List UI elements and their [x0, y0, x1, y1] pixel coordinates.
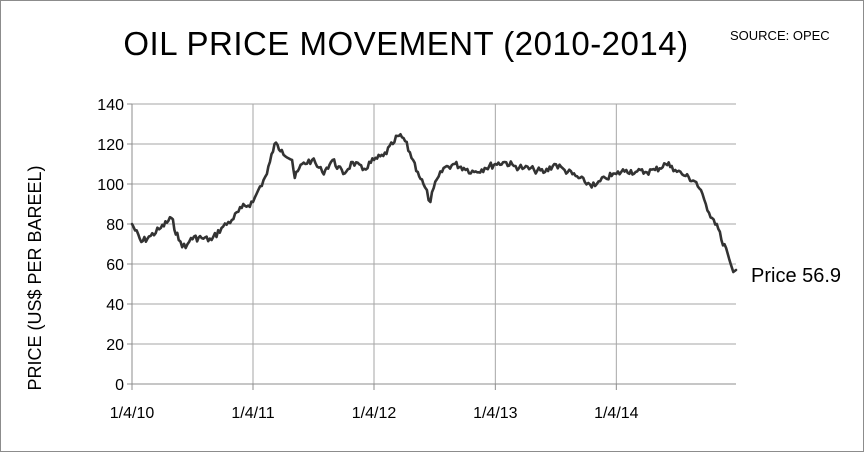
- series-line: [130, 133, 738, 274]
- y-tick-label: 40: [106, 297, 124, 314]
- x-tick-label: 1/4/10: [110, 405, 155, 422]
- y-tick-label: 140: [97, 97, 124, 114]
- annotations: Price 56.9: [751, 265, 841, 287]
- y-tick-labels: 0 20 40 60 80 100 120 140: [97, 97, 124, 394]
- gridlines: [132, 103, 736, 384]
- chart-title: OIL PRICE MOVEMENT (2010-2014): [123, 25, 689, 62]
- y-tick-label: 80: [106, 217, 124, 234]
- y-tick-label: 20: [106, 337, 124, 354]
- y-axis-label: PRICE (US$ PER BAREEL): [25, 165, 45, 390]
- price-annotation: Price 56.9: [751, 265, 841, 287]
- y-tick-label: 120: [97, 137, 124, 154]
- x-tick-labels: 1/4/10 1/4/11 1/4/12 1/4/13 1/4/14: [110, 405, 639, 422]
- series-layer: [130, 133, 738, 274]
- x-tick-label: 1/4/14: [594, 405, 639, 422]
- y-tick-label: 60: [106, 257, 124, 274]
- x-tick-label: 1/4/11: [231, 405, 274, 422]
- y-tick-label: 0: [115, 377, 124, 394]
- x-tick-label: 1/4/13: [473, 405, 518, 422]
- axes: [127, 103, 736, 390]
- x-tick-label: 1/4/12: [352, 405, 397, 422]
- y-tick-label: 100: [97, 177, 124, 194]
- source-note: SOURCE: OPEC: [730, 28, 830, 43]
